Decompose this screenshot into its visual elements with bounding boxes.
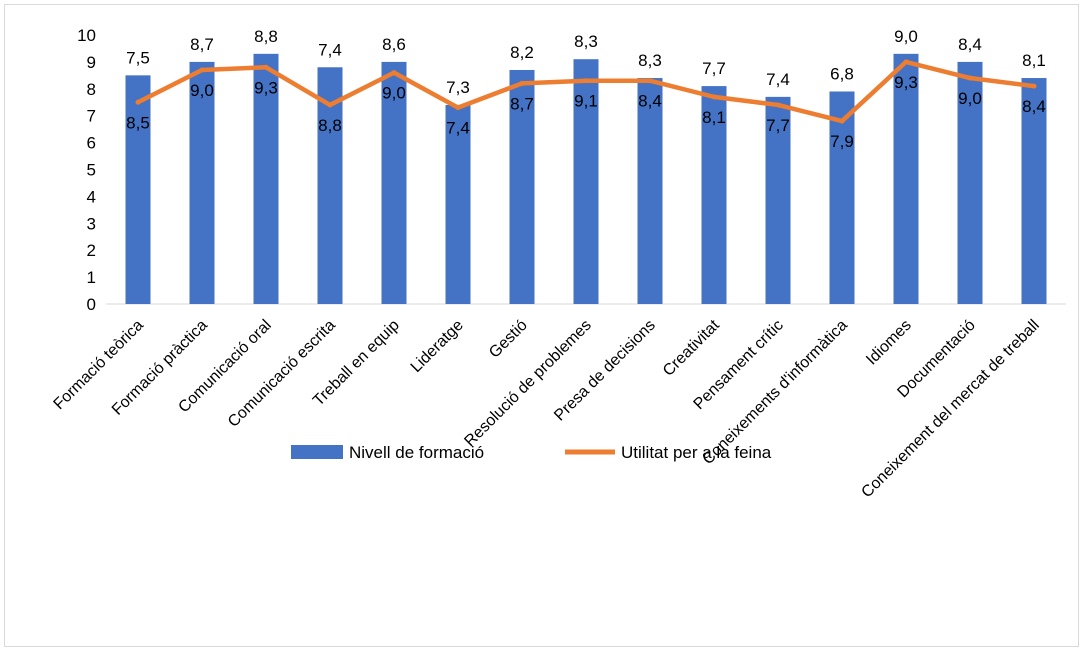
- x-category-label: Comunicació escrita: [225, 317, 339, 431]
- line-point: [775, 102, 781, 108]
- bar: [189, 61, 215, 305]
- bar-data-label: 7,9: [830, 132, 854, 151]
- line-data-label: 8,7: [190, 35, 214, 54]
- line-point: [839, 118, 845, 124]
- bar-data-label: 9,0: [382, 84, 406, 103]
- bar-data-labels: 8,5 9,0 9,3 8,8 9,0 7,4 8,7 9,1 8,4 8,1 7,7 7,9 9,3 9…: [126, 73, 1046, 151]
- line-point: [583, 78, 589, 84]
- line-data-label: 7,4: [318, 40, 342, 59]
- line-data-label: 7,4: [766, 70, 790, 89]
- line-point: [455, 105, 461, 111]
- y-tick-label: 2: [87, 241, 96, 260]
- bar-data-label: 9,3: [894, 73, 918, 92]
- legend-label-line: Utilitat per a la feina: [621, 443, 772, 462]
- y-tick-label: 3: [87, 214, 96, 233]
- legend-swatch-bar: [291, 445, 343, 459]
- line-point: [199, 67, 205, 73]
- y-axis: 0 1 2 3 4 5 6 7 8 9 10: [77, 26, 96, 314]
- y-tick-label: 6: [87, 134, 96, 153]
- y-tick-label: 0: [87, 295, 96, 314]
- line-point: [903, 59, 909, 65]
- line-data-label: 8,4: [958, 35, 982, 54]
- bar-data-label: 8,8: [318, 116, 342, 135]
- x-category-label: Creativitat: [660, 316, 723, 379]
- bar-data-label: 9,0: [958, 89, 982, 108]
- line-point: [967, 75, 973, 81]
- bar: [125, 75, 151, 304]
- bar-data-label: 8,4: [1022, 97, 1046, 116]
- line-data-label: 6,8: [830, 64, 854, 83]
- legend-label-bar: Nivell de formació: [349, 443, 484, 462]
- x-category-label: Resolució de problemes: [461, 317, 594, 450]
- bar-data-label: 8,5: [126, 113, 150, 132]
- y-tick-label: 9: [87, 53, 96, 72]
- y-tick-label: 8: [87, 80, 96, 99]
- bar: [381, 61, 407, 305]
- bar-data-label: 7,4: [446, 119, 470, 138]
- bar: [1021, 78, 1047, 304]
- bar: [893, 53, 919, 304]
- bar: [829, 91, 855, 305]
- bar: [573, 59, 599, 305]
- bar: [765, 96, 791, 305]
- bar: [957, 61, 983, 305]
- y-tick-label: 5: [87, 161, 96, 180]
- line-point: [263, 64, 269, 70]
- x-category-label: Lideratge: [408, 317, 467, 376]
- bar-data-label: 9,3: [254, 78, 278, 97]
- line-data-label: 7,5: [126, 48, 150, 67]
- line-data-label: 8,2: [510, 43, 534, 62]
- y-tick-label: 10: [77, 26, 96, 45]
- bar: [701, 86, 727, 304]
- line-data-label: 8,8: [254, 27, 278, 46]
- bar-data-label: 8,1: [702, 108, 726, 127]
- bar-series-nivell-de-formacio: [125, 53, 1047, 305]
- line-point: [391, 70, 397, 76]
- line-series-utilitat-per-a-la-feina: [135, 59, 1037, 124]
- line-point: [647, 78, 653, 84]
- bar-data-label: 9,1: [574, 92, 598, 111]
- line-point: [327, 102, 333, 108]
- bar: [253, 53, 279, 304]
- line-point: [135, 99, 141, 105]
- line-point: [1031, 83, 1037, 89]
- line-data-label: 8,3: [638, 51, 662, 70]
- line-data-label: 9,0: [894, 27, 918, 46]
- bar: [509, 69, 535, 304]
- line-data-label: 8,6: [382, 35, 406, 54]
- x-category-label: Gestió: [486, 317, 531, 362]
- bar: [637, 78, 663, 304]
- line-point: [519, 80, 525, 86]
- bar-data-label: 9,0: [190, 81, 214, 100]
- line-data-label: 7,7: [702, 59, 726, 78]
- line-data-labels: 7,5 8,7 8,8 7,4 8,6 7,3 8,2 8,3 8,3 7,7 7,4 6,8 9,0 8…: [126, 27, 1046, 97]
- bar-data-label: 7,7: [766, 116, 790, 135]
- y-tick-label: 4: [87, 187, 96, 206]
- bar-data-label: 8,7: [510, 94, 534, 113]
- bar: [445, 104, 471, 304]
- y-tick-label: 7: [87, 107, 96, 126]
- x-category-label: Idiomes: [863, 317, 915, 369]
- bar-data-label: 8,4: [638, 92, 662, 111]
- line-data-label: 7,3: [446, 78, 470, 97]
- legend: Nivell de formació Utilitat per a la fei…: [291, 443, 772, 462]
- y-tick-label: 1: [87, 268, 96, 287]
- line-point: [711, 94, 717, 100]
- line-data-label: 8,1: [1022, 51, 1046, 70]
- line-data-label: 8,3: [574, 32, 598, 51]
